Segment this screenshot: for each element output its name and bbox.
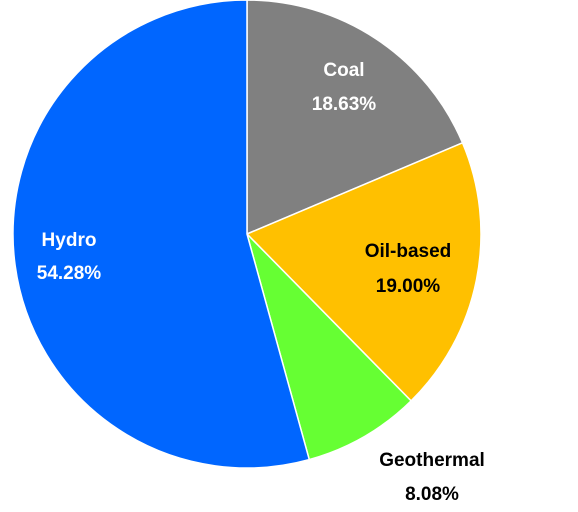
slice-value-hydro: 54.28% [37,263,102,284]
slice-label-coal: Coal [323,60,364,81]
pie-slice-coal [246,0,464,236]
slice-value-coal: 18.63% [312,94,377,115]
slice-label-hydro: Hydro [42,230,97,251]
slice-label-geothermal: Geothermal [379,450,485,471]
pie-labels: Coal 18.63% Oil-based 19.00% Geothermal … [37,60,485,505]
slice-value-oil-based: 19.00% [376,276,441,297]
pie-slice-oil-based [245,141,482,402]
slice-label-oil-based: Oil-based [365,241,452,262]
pie-slices [12,0,482,469]
pie-slice-hydro [12,0,311,469]
slice-value-geothermal: 8.08% [405,484,459,505]
pie-slice-geothermal [245,231,413,461]
